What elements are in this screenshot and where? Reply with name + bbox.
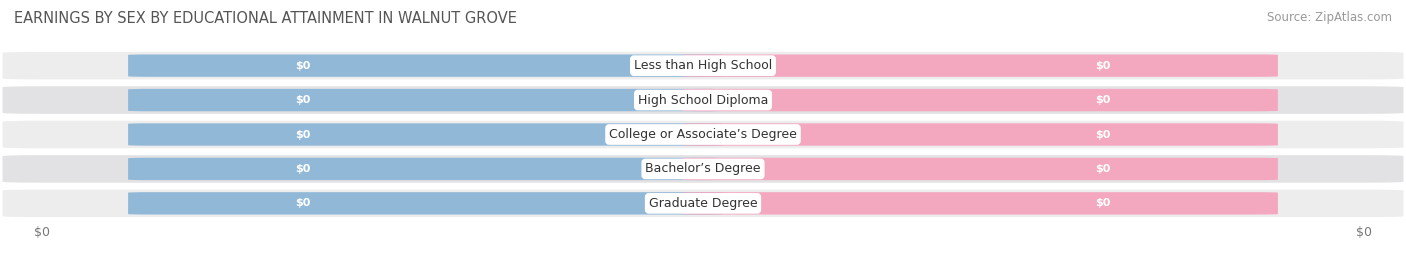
FancyBboxPatch shape	[128, 89, 723, 111]
Text: $0: $0	[1095, 61, 1111, 71]
Text: $0: $0	[1095, 198, 1111, 208]
Text: College or Associate’s Degree: College or Associate’s Degree	[609, 128, 797, 141]
Text: Less than High School: Less than High School	[634, 59, 772, 72]
Text: Source: ZipAtlas.com: Source: ZipAtlas.com	[1267, 11, 1392, 24]
FancyBboxPatch shape	[3, 190, 1403, 217]
FancyBboxPatch shape	[683, 123, 1278, 146]
FancyBboxPatch shape	[683, 54, 1278, 77]
FancyBboxPatch shape	[128, 192, 723, 215]
FancyBboxPatch shape	[3, 121, 1403, 148]
Text: $0: $0	[1095, 164, 1111, 174]
Text: $0: $0	[1095, 95, 1111, 105]
Text: $0: $0	[295, 198, 311, 208]
Text: $0: $0	[1095, 129, 1111, 140]
FancyBboxPatch shape	[683, 192, 1278, 215]
Text: $0: $0	[295, 95, 311, 105]
FancyBboxPatch shape	[128, 158, 723, 180]
FancyBboxPatch shape	[128, 54, 723, 77]
FancyBboxPatch shape	[683, 158, 1278, 180]
FancyBboxPatch shape	[683, 89, 1278, 111]
FancyBboxPatch shape	[128, 123, 723, 146]
Text: $0: $0	[295, 164, 311, 174]
FancyBboxPatch shape	[3, 86, 1403, 114]
Text: Graduate Degree: Graduate Degree	[648, 197, 758, 210]
Text: High School Diploma: High School Diploma	[638, 94, 768, 107]
Text: $0: $0	[295, 61, 311, 71]
FancyBboxPatch shape	[3, 52, 1403, 79]
Text: Bachelor’s Degree: Bachelor’s Degree	[645, 162, 761, 175]
Text: $0: $0	[295, 129, 311, 140]
FancyBboxPatch shape	[3, 155, 1403, 183]
Text: EARNINGS BY SEX BY EDUCATIONAL ATTAINMENT IN WALNUT GROVE: EARNINGS BY SEX BY EDUCATIONAL ATTAINMEN…	[14, 11, 517, 26]
